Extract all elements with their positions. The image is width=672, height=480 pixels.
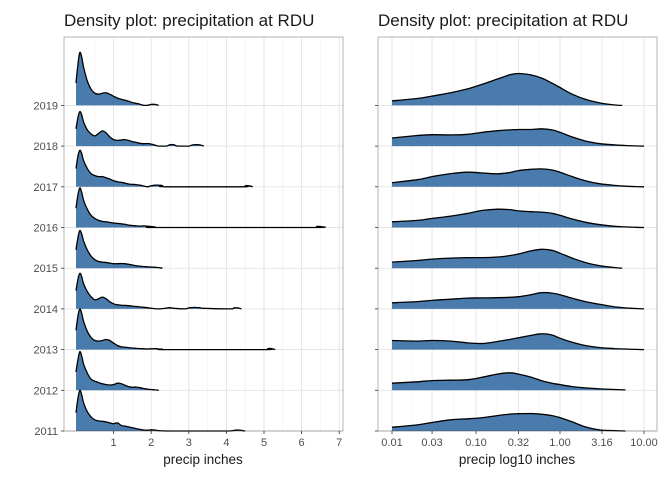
right-panel-border (377, 36, 658, 432)
x-tick-label: 0.01 (381, 437, 402, 449)
x-tick-label: 0.32 (508, 437, 529, 449)
ridge-fill-2014 (392, 292, 644, 309)
ridge-line-2015 (75, 229, 163, 269)
ridge-line-2013 (75, 308, 276, 351)
ridge-fill-2015 (392, 249, 623, 269)
ridge-line-2018 (75, 110, 205, 147)
left-y-tick-labels: 2011 2012 2013 2014 2015 2016 2017 2018 2019 (34, 100, 64, 438)
right-chart-title: Density plot: precipitation at RDU (378, 11, 628, 30)
y-tick-label: 2014 (34, 304, 58, 316)
y-tick-label: 2017 (34, 182, 58, 194)
ridge-line-2012 (75, 350, 159, 391)
y-tick-label: 2012 (34, 385, 58, 397)
ridge-line-2013 (391, 333, 645, 351)
y-tick-label: 2013 (34, 345, 58, 357)
x-tick-label: 5 (261, 437, 267, 449)
x-tick-label: 4 (223, 437, 229, 449)
y-tick-label: 2019 (34, 100, 58, 112)
ridge-line-2019 (391, 72, 623, 107)
ridge-fill-2019 (392, 73, 623, 106)
ridge-line-2017 (75, 149, 253, 188)
x-tick-label: 10.00 (630, 437, 658, 449)
y-tick-label: 2011 (34, 426, 58, 438)
right-y-tick-marks (375, 105, 378, 432)
ridge-fill-2016 (76, 187, 326, 228)
ridge-fill-2011 (392, 413, 626, 431)
ridge-line-2017 (391, 168, 645, 188)
right-x-axis-title: precip log10 inches (459, 452, 576, 467)
x-tick-label: 7 (336, 437, 342, 449)
left-ridges (75, 51, 326, 432)
ridge-line-2011 (75, 389, 246, 432)
ridge-fill-2014 (76, 273, 242, 309)
ridge-fill-2015 (76, 230, 163, 269)
x-tick-label: 0.03 (421, 437, 442, 449)
ridge-fill-2016 (392, 209, 644, 228)
left-panel-border (63, 36, 344, 432)
right-x-tick-labels: 0.01 0.03 0.10 0.32 1.00 3.16 10.00 (381, 431, 658, 449)
left-chart-title: Density plot: precipitation at RDU (64, 11, 314, 30)
ridge-fill-2013 (76, 308, 276, 350)
x-tick-label: 2 (148, 437, 154, 449)
ridge-fill-2013 (392, 333, 644, 350)
x-tick-label: 3.16 (591, 437, 612, 449)
left-chart: Density plot: precipitation at RDU 20112… (34, 11, 344, 467)
x-tick-label: 1.00 (549, 437, 570, 449)
ridge-line-2015 (391, 248, 623, 269)
ridge-fill-2017 (76, 150, 253, 187)
y-tick-label: 2016 (34, 223, 58, 235)
ridge-line-2012 (391, 372, 626, 391)
ridge-fill-2011 (76, 390, 246, 431)
ridge-line-2011 (391, 412, 626, 432)
y-tick-label: 2015 (34, 263, 58, 275)
x-tick-label: 1 (111, 437, 117, 449)
x-tick-label: 3 (186, 437, 192, 449)
ridge-fill-2012 (76, 351, 159, 391)
ridge-line-2019 (75, 51, 159, 107)
ridge-fill-2018 (76, 111, 204, 147)
left-x-axis-title: precip inches (163, 452, 243, 467)
ridge-fill-2019 (76, 52, 159, 106)
ridge-line-2016 (75, 187, 326, 229)
ridge-line-2018 (391, 128, 645, 147)
ridge-line-2014 (391, 291, 645, 310)
left-x-tick-labels: 1 2 3 4 5 6 7 (111, 431, 342, 449)
right-ridges (391, 72, 645, 432)
x-tick-label: 6 (299, 437, 305, 449)
y-tick-label: 2018 (34, 141, 58, 153)
right-chart: Density plot: precipitation at RDU 0.01 0… (375, 11, 658, 467)
ridge-fill-2018 (392, 128, 644, 147)
x-tick-label: 0.10 (465, 437, 486, 449)
ridge-line-2014 (75, 272, 242, 310)
ridge-line-2016 (391, 208, 645, 229)
